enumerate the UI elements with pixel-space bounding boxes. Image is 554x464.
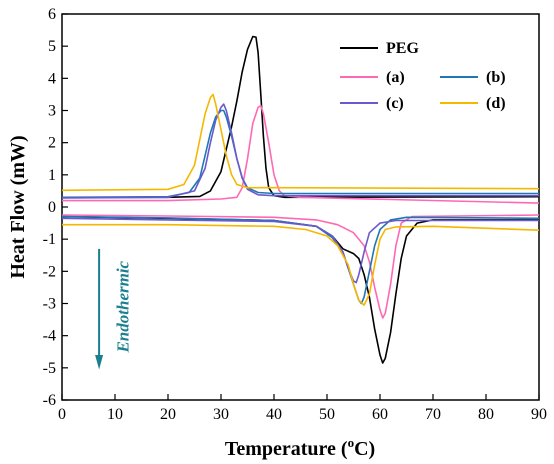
y-tick-label: -4 bbox=[43, 328, 56, 345]
axis-ticks: 0 10 20 30 40 50 60 70 80 90 -6 -5 -4 -3 -2 -1 0 1 2 3 4 5 6 bbox=[43, 6, 547, 423]
y-tick-label: 0 bbox=[48, 199, 56, 216]
y-axis-label: Heat Flow (mW) bbox=[7, 135, 29, 278]
legend-label-a: (a) bbox=[386, 69, 405, 86]
legend-label-peg: PEG bbox=[386, 40, 419, 57]
x-tick-label: 20 bbox=[160, 406, 176, 423]
y-tick-label: -3 bbox=[43, 296, 56, 313]
endothermic-label: Endothermic bbox=[113, 260, 132, 353]
endothermic-annotation: Endothermic bbox=[95, 248, 132, 370]
x-tick-label: 10 bbox=[107, 406, 123, 423]
y-tick-label: -1 bbox=[43, 231, 56, 248]
plot-area bbox=[61, 13, 540, 401]
y-tick-label: 4 bbox=[48, 70, 56, 87]
x-axis-label-unit: C) bbox=[354, 438, 375, 460]
x-axis-label-main: Temperature ( bbox=[225, 438, 348, 460]
series-peg-cooling-line bbox=[62, 35, 540, 199]
y-tick-label: -5 bbox=[43, 360, 56, 377]
series-b-cooling-line bbox=[61, 109, 539, 199]
series-d-cooling-line bbox=[61, 93, 540, 192]
y-tick-label: 5 bbox=[48, 38, 56, 55]
x-axis-label: Temperature (oC) bbox=[225, 435, 375, 460]
x-tick-label: 90 bbox=[531, 406, 547, 423]
legend: PEG (a) (b) (c) (d) bbox=[340, 40, 506, 112]
series-c-heating-line bbox=[61, 217, 539, 284]
series-peg-heating-line bbox=[61, 215, 539, 364]
x-tick-label: 80 bbox=[478, 406, 494, 423]
legend-label-c: (c) bbox=[386, 95, 404, 112]
series-lines bbox=[61, 35, 540, 364]
x-tick-label: 60 bbox=[372, 406, 388, 423]
x-tick-label: 0 bbox=[58, 406, 66, 423]
plot-frame bbox=[61, 13, 540, 401]
y-tick-label: 2 bbox=[48, 135, 56, 152]
arrow-down-icon bbox=[95, 354, 104, 370]
y-tick-label: -2 bbox=[43, 263, 56, 280]
y-tick-label: -6 bbox=[43, 392, 56, 409]
x-axis-label-superscript: o bbox=[348, 435, 355, 450]
y-tick-label: 6 bbox=[48, 6, 56, 23]
series-a-heating-line bbox=[61, 214, 540, 319]
series-d-heating-line bbox=[62, 223, 540, 306]
x-tick-label: 40 bbox=[266, 406, 282, 423]
y-tick-label: 3 bbox=[48, 103, 56, 120]
legend-label-d: (d) bbox=[486, 95, 506, 112]
x-tick-label: 70 bbox=[425, 406, 441, 423]
y-tick-label: 1 bbox=[48, 167, 56, 184]
legend-label-b: (b) bbox=[486, 69, 506, 86]
x-tick-label: 30 bbox=[213, 406, 229, 423]
series-c-cooling-line bbox=[61, 103, 539, 199]
x-tick-label: 50 bbox=[319, 406, 335, 423]
